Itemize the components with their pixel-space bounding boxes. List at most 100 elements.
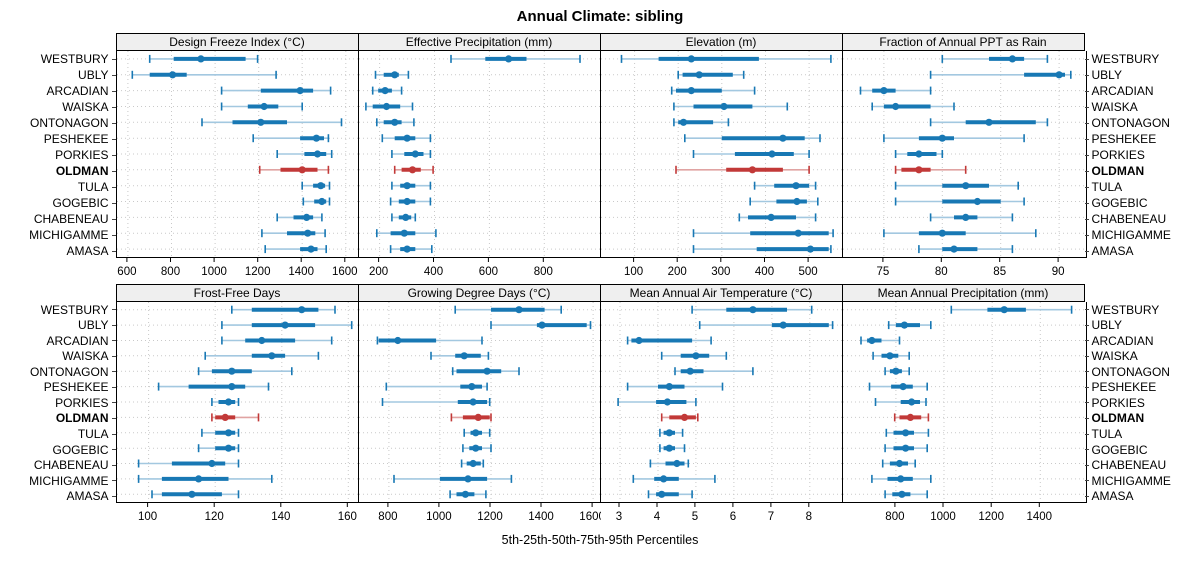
- median-dot: [467, 383, 475, 391]
- median-dot: [1008, 55, 1016, 63]
- median-dot: [221, 413, 229, 421]
- median-dot: [914, 166, 922, 174]
- station-labels-right-top: WESTBURY UBLY ARCADIAN WAISKA ONTONAGON PESHE…: [1084, 33, 1197, 259]
- station-label-arcadian: ARCADIAN: [46, 333, 109, 348]
- percentile-row-ubly: [887, 321, 932, 330]
- y-tick-mark: [111, 371, 116, 373]
- strip-label-growing-degree-days: Growing Degree Days (°C): [357, 284, 601, 302]
- station-label-row: WAISKA: [1084, 349, 1197, 365]
- station-label-westbury: WESTBURY: [40, 52, 109, 66]
- station-label-row: CHABENEAU: [4, 211, 116, 227]
- percentile-row-ubly: [929, 70, 1072, 79]
- percentile-row-porkies: [390, 150, 431, 158]
- percentile-row-porkies: [894, 150, 943, 158]
- median-dot: [778, 134, 786, 142]
- percentile-row-arcadian: [371, 86, 402, 95]
- y-tick-mark: [1084, 371, 1089, 373]
- percentile-row-westbury: [230, 305, 336, 314]
- median-dot: [463, 475, 472, 483]
- percentile-row-tula: [462, 428, 490, 437]
- median-dot: [695, 71, 703, 79]
- station-label-chabeneau: CHABENEAU: [33, 458, 109, 473]
- x-tick-label: 1400: [288, 266, 314, 278]
- percentile-row-porkies: [210, 398, 239, 406]
- percentile-row-chabeneau: [649, 459, 689, 468]
- median-dot: [504, 55, 512, 63]
- median-dot: [767, 150, 776, 158]
- station-labels-left-bottom: WESTBURY UBLY ARCADIAN WAISKA ONTONAGON PESHE…: [4, 284, 116, 504]
- percentile-row-peshekee: [380, 134, 431, 143]
- median-dot: [663, 398, 671, 406]
- percentile-row-tula: [753, 181, 816, 190]
- station-label-row: UBLY: [4, 318, 116, 334]
- x-tick-label: 1200: [978, 511, 1004, 523]
- y-tick-mark: [111, 218, 116, 220]
- station-label-row: GOGEBIC: [4, 195, 116, 211]
- y-tick-mark: [111, 138, 116, 140]
- x-tick-label: 400: [423, 266, 442, 278]
- y-tick-mark: [111, 90, 116, 92]
- panel-plot-mean-annual-air-temperature: [599, 302, 845, 503]
- percentile-row-westbury: [620, 54, 832, 63]
- y-tick-mark: [111, 324, 116, 326]
- percentile-row-oldman: [258, 165, 329, 174]
- station-label-ubly: UBLY: [78, 68, 109, 82]
- y-tick-mark: [1084, 386, 1089, 388]
- strip-spacer: [4, 284, 116, 302]
- station-label-waiska: WAISKA: [62, 100, 109, 114]
- station-label-peshekee: PESHEKEE: [43, 380, 109, 395]
- median-dot: [469, 398, 477, 406]
- median-dot: [207, 459, 215, 468]
- percentile-row-michigamme: [692, 229, 834, 238]
- station-label-michigamme: MICHIGAMME: [1091, 473, 1171, 488]
- y-tick-mark: [1084, 433, 1089, 435]
- x-tick-label: 1000: [930, 511, 956, 523]
- strip-label-mean-annual-precipitation: Mean Annual Precipitation (mm): [841, 284, 1085, 302]
- station-label-row: WESTBURY: [1084, 302, 1197, 318]
- percentile-row-waiska: [203, 351, 319, 360]
- panel-mean-annual-air-temperature: Mean Annual Air Temperature (°C) 3 4 5 6 7 8: [599, 284, 845, 527]
- percentile-row-porkies: [692, 150, 810, 158]
- y-tick-mark: [1084, 202, 1089, 204]
- x-tick-label: 80: [934, 266, 947, 278]
- panel-plot-elevation: [599, 51, 845, 258]
- station-label-row: OLDMAN: [1084, 163, 1197, 179]
- percentile-row-westbury: [453, 305, 562, 314]
- station-label-oldman: OLDMAN: [1091, 164, 1145, 178]
- percentile-row-ubly: [220, 321, 352, 330]
- station-label-ubly: UBLY: [1091, 318, 1122, 333]
- station-label-row: PORKIES: [4, 147, 116, 163]
- station-label-waiska: WAISKA: [62, 349, 109, 364]
- station-label-row: AMASA: [1084, 243, 1197, 259]
- x-tick-label: 85: [993, 266, 1006, 278]
- y-tick-mark: [111, 309, 116, 311]
- median-dot: [393, 336, 401, 345]
- median-dot: [961, 182, 969, 190]
- station-label-row: AMASA: [4, 243, 116, 259]
- median-dot: [748, 306, 756, 314]
- station-label-michigamme: MICHIGAMME: [29, 228, 109, 242]
- station-label-tula: TULA: [77, 427, 109, 442]
- station-label-peshekee: PESHEKEE: [1091, 380, 1157, 395]
- median-dot: [885, 352, 893, 360]
- percentile-row-porkies: [275, 150, 332, 158]
- y-tick-mark: [1084, 464, 1089, 466]
- percentile-row-tula: [894, 181, 1019, 190]
- median-dot: [767, 213, 775, 221]
- median-dot: [403, 134, 411, 142]
- percentile-row-ontonagon: [673, 367, 754, 376]
- y-tick-mark: [1084, 309, 1089, 311]
- station-label-row: PESHEKEE: [1084, 131, 1197, 147]
- station-label-row: TULA: [4, 426, 116, 442]
- percentile-row-ubly: [131, 70, 277, 79]
- station-label-row: CHABENEAU: [1084, 211, 1197, 227]
- percentile-row-peshekee: [157, 382, 269, 391]
- median-dot: [403, 197, 411, 206]
- y-tick-mark: [1084, 250, 1089, 252]
- median-dot: [224, 429, 232, 437]
- median-dot: [895, 459, 903, 468]
- median-dot: [260, 102, 268, 111]
- y-tick-mark: [1084, 324, 1089, 326]
- percentile-row-chabeneau: [881, 459, 916, 468]
- x-tick-label: 200: [667, 266, 686, 278]
